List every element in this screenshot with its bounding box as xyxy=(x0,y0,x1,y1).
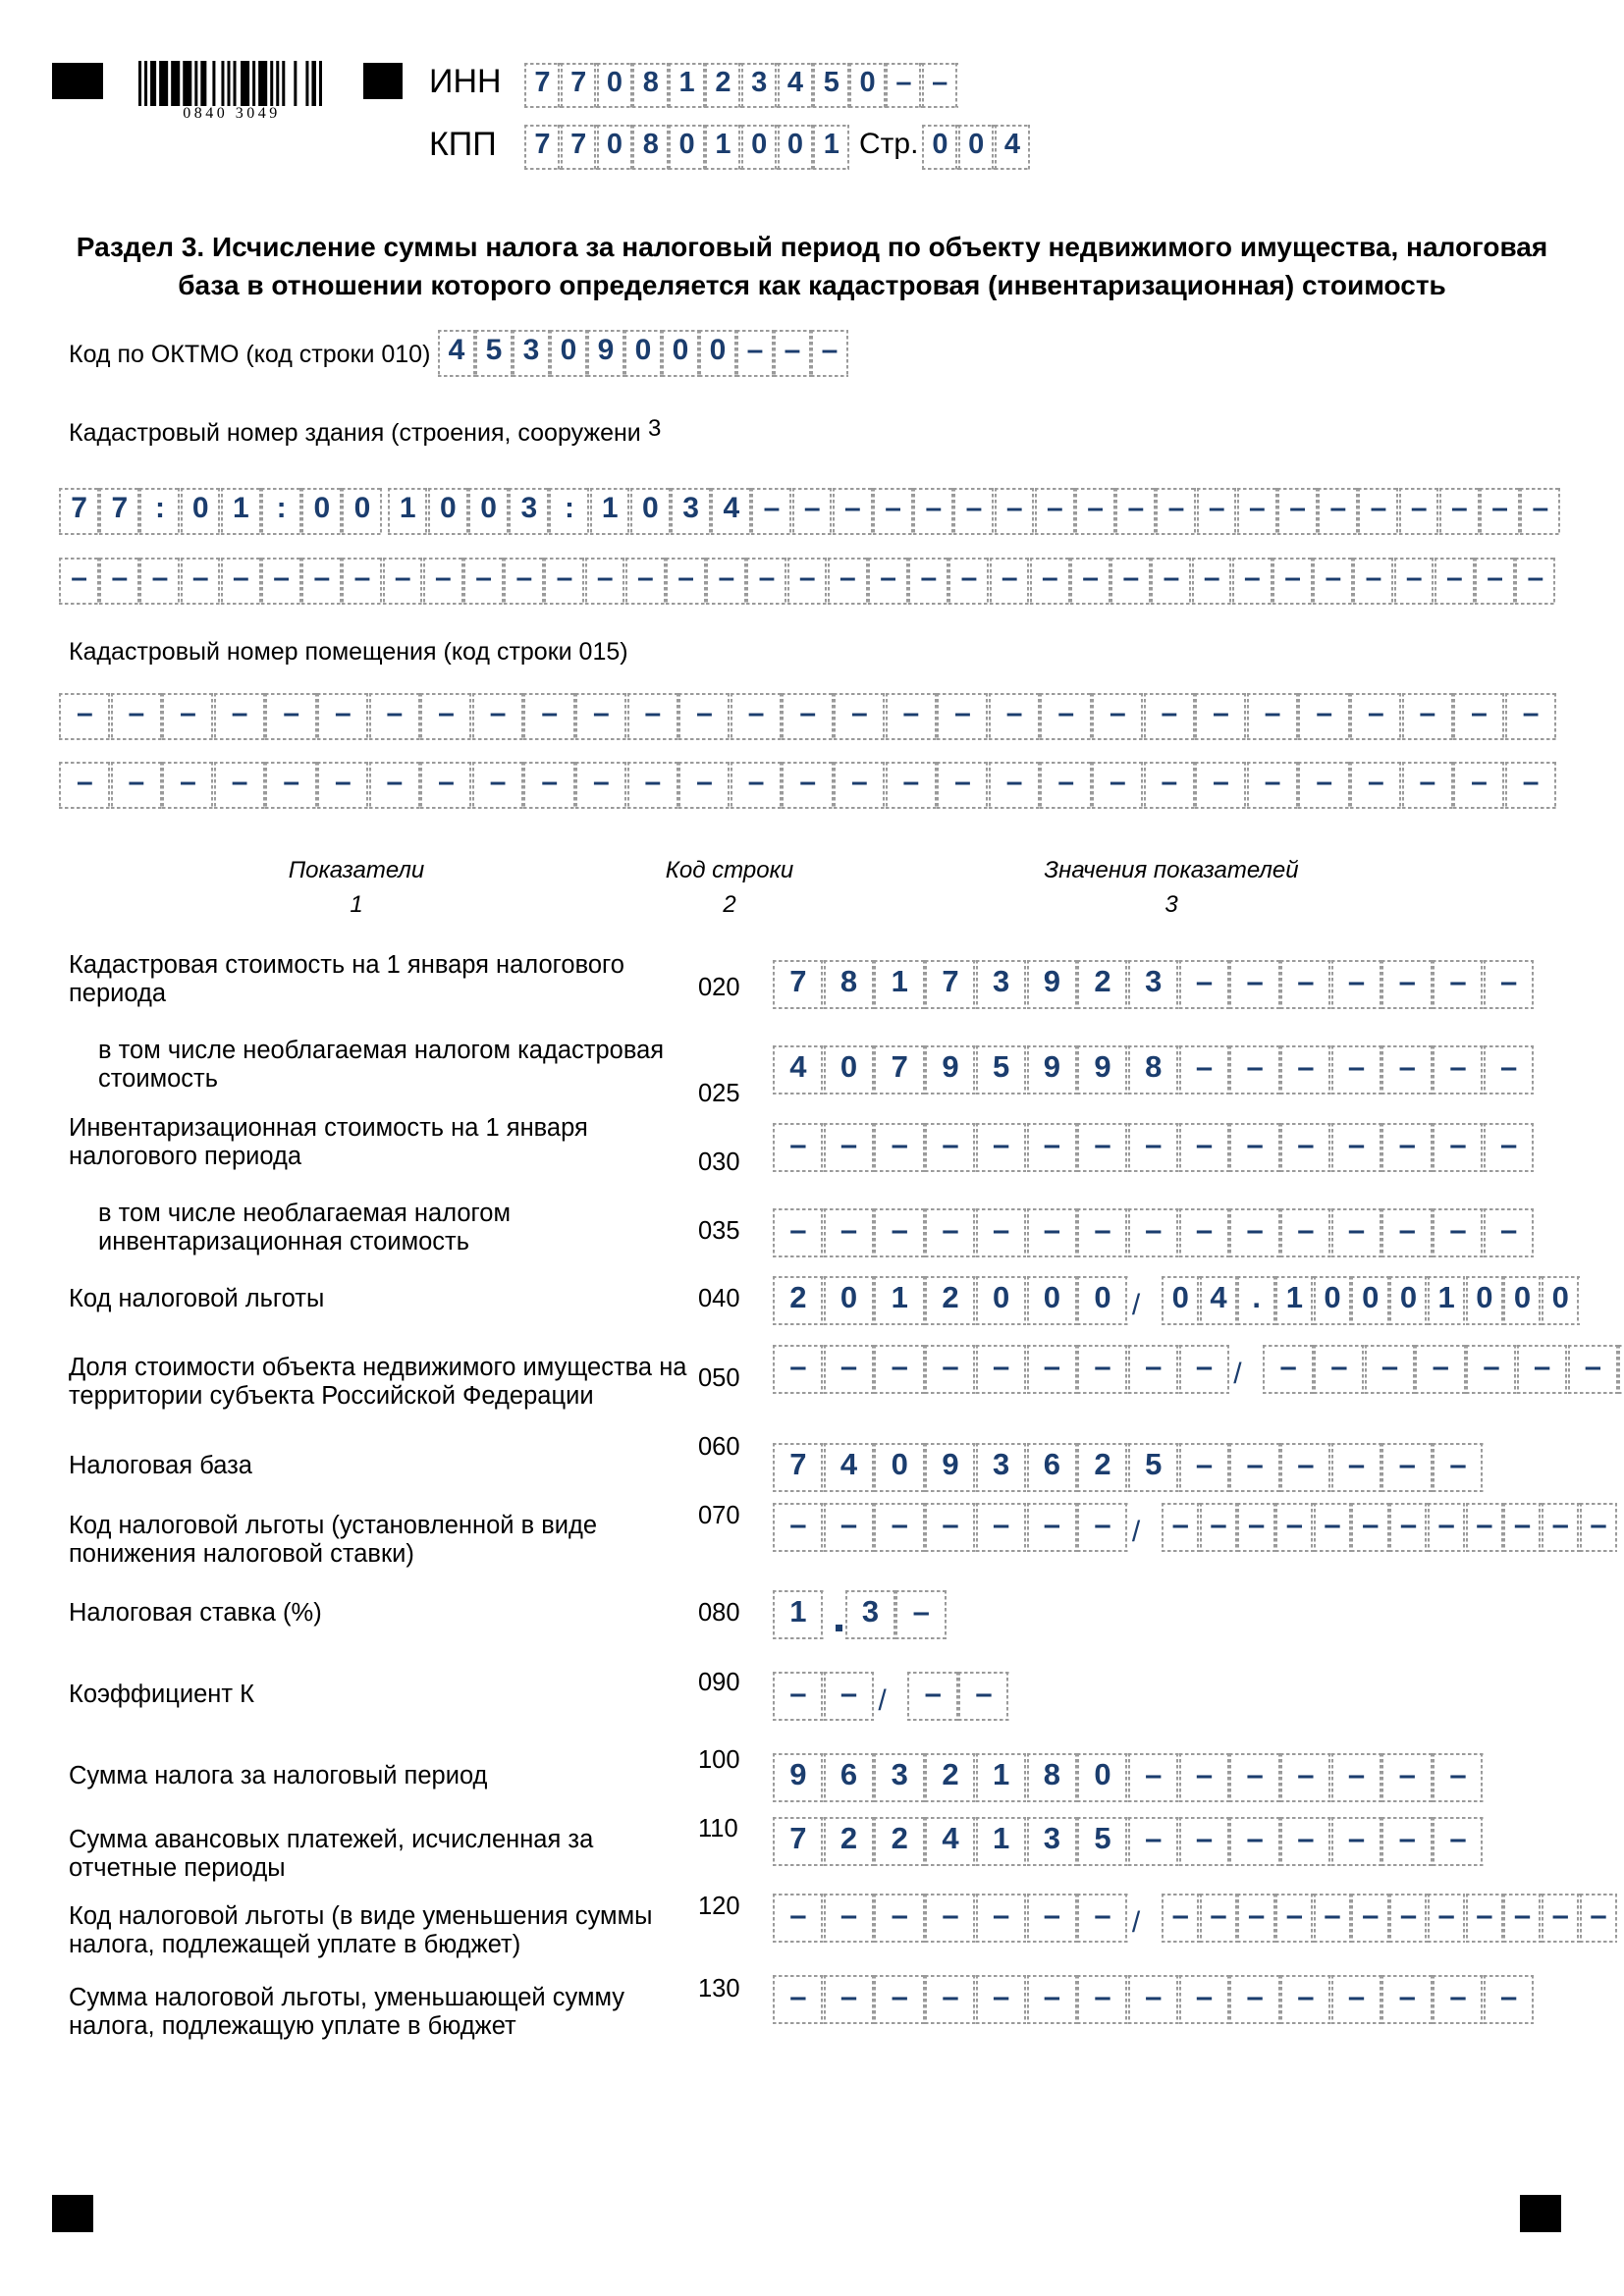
svg-text:0840 3049: 0840 3049 xyxy=(183,105,281,118)
